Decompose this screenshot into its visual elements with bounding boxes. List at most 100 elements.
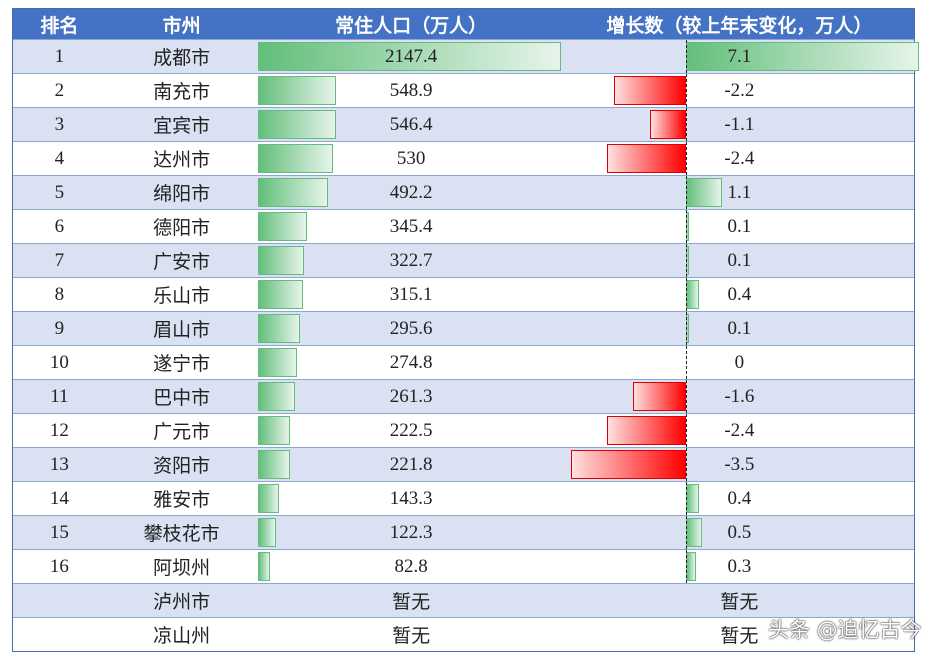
rank-cell: 2 [54, 79, 65, 101]
growth-bar [685, 552, 696, 581]
rank-cell: 12 [49, 419, 69, 441]
growth-value: 0.1 [727, 249, 752, 271]
table-row: 15 攀枝花市 122.3 0.5 [13, 515, 914, 549]
growth-cell: -2.2 [565, 74, 914, 107]
rank-cell: 10 [49, 351, 69, 373]
growth-value: 0 [734, 351, 745, 373]
table-row: 11 巴中市 261.3 -1.6 [13, 379, 914, 413]
population-bar [258, 382, 296, 411]
growth-axis [685, 108, 687, 141]
population-bar [258, 314, 301, 343]
rank-cell: 7 [54, 249, 65, 271]
city-cell: 成都市 [153, 48, 211, 69]
growth-cell: 0.4 [565, 482, 914, 515]
growth-cell: 0.4 [565, 278, 914, 311]
population-value: 295.6 [389, 317, 433, 339]
population-bar [258, 144, 334, 173]
table-row: 泸州市 暂无 暂无 [13, 583, 914, 617]
growth-cell: 0.1 [565, 312, 914, 345]
growth-value: 0.1 [727, 317, 752, 339]
population-cell: 345.4 [257, 210, 564, 243]
population-cell: 222.5 [257, 414, 564, 447]
header-population: 常住人口（万人） [335, 15, 488, 37]
growth-axis [685, 346, 687, 379]
table-row: 8 乐山市 315.1 0.4 [13, 277, 914, 311]
table-row: 5 绵阳市 492.2 1.1 [13, 175, 914, 209]
growth-cell: 0.5 [565, 516, 914, 549]
population-bar [258, 212, 308, 241]
growth-bar [685, 280, 699, 309]
population-cell: 295.6 [257, 312, 564, 345]
city-cell: 南充市 [153, 82, 211, 103]
population-bar [258, 450, 290, 479]
growth-value: 0.4 [727, 283, 752, 305]
growth-cell: -3.5 [565, 448, 914, 481]
table-row: 16 阿坝州 82.8 0.3 [13, 549, 914, 583]
table-row: 1 成都市 2147.4 7.1 [13, 39, 919, 73]
growth-axis [685, 210, 687, 243]
population-bar [258, 416, 290, 445]
population-cell: 82.8 [257, 550, 564, 583]
header-rank: 排名 [40, 15, 79, 37]
population-cell: 122.3 [257, 516, 564, 549]
growth-value: 0.5 [727, 521, 752, 543]
population-cell: 261.3 [257, 380, 564, 413]
population-value: 222.5 [389, 419, 433, 441]
population-cell: 143.3 [257, 482, 564, 515]
growth-value: -3.5 [724, 453, 755, 475]
table-row: 6 德阳市 345.4 0.1 [13, 209, 914, 243]
table-row: 13 资阳市 221.8 -3.5 [13, 447, 914, 481]
city-cell: 凉山州 [153, 626, 211, 647]
population-cell: 322.7 [257, 244, 564, 277]
population-cell: 315.1 [257, 278, 564, 311]
population-value: 345.4 [389, 215, 433, 237]
population-table: 排名 市州 常住人口（万人） 增长数（较上年末变化，万人） 1 成都市 2147… [12, 8, 919, 652]
population-cell: 530 [257, 142, 564, 175]
population-value: 82.8 [394, 555, 428, 577]
table-row: 4 达州市 530 -2.4 [13, 141, 914, 175]
rank-cell: 14 [49, 487, 69, 509]
city-cell: 宜宾市 [153, 116, 211, 137]
population-cell: 546.4 [257, 108, 564, 141]
growth-bar [685, 484, 699, 513]
growth-bar [633, 382, 686, 411]
growth-bar [613, 76, 686, 105]
rank-cell: 13 [49, 453, 69, 475]
population-cell: 暂无 [257, 584, 564, 617]
table-header: 排名 市州 常住人口（万人） 增长数（较上年末变化，万人） [13, 9, 914, 39]
city-cell: 乐山市 [153, 286, 211, 307]
growth-bar [685, 518, 703, 547]
rank-cell: 9 [54, 317, 65, 339]
growth-value: 0.4 [727, 487, 752, 509]
growth-axis [685, 312, 687, 345]
population-value: 322.7 [389, 249, 433, 271]
population-cell: 274.8 [257, 346, 564, 379]
city-cell: 巴中市 [153, 388, 211, 409]
city-cell: 攀枝花市 [143, 524, 220, 545]
rank-cell: 6 [54, 215, 65, 237]
growth-cell: 暂无 [565, 618, 914, 651]
growth-value: 暂无 [720, 626, 759, 647]
population-value: 492.2 [389, 181, 433, 203]
growth-cell: 7.1 [565, 40, 919, 73]
city-cell: 广安市 [153, 252, 211, 273]
growth-value: -2.4 [724, 419, 755, 441]
table-row: 7 广安市 322.7 0.1 [13, 243, 914, 277]
population-value: 546.4 [389, 113, 433, 135]
growth-axis [685, 244, 687, 277]
rank-cell: 15 [49, 521, 69, 543]
growth-bar [649, 110, 686, 139]
growth-axis [685, 482, 687, 515]
growth-cell: 0.1 [565, 244, 914, 277]
rank-cell: 5 [54, 181, 65, 203]
population-cell: 221.8 [257, 448, 564, 481]
growth-axis [685, 448, 687, 481]
growth-cell: -1.1 [565, 108, 914, 141]
population-value: 2147.4 [384, 45, 438, 67]
growth-bar [685, 178, 722, 207]
population-value: 122.3 [389, 521, 433, 543]
city-cell: 达州市 [153, 150, 211, 171]
population-value: 274.8 [389, 351, 433, 373]
population-bar [258, 246, 304, 275]
growth-axis [685, 550, 687, 583]
